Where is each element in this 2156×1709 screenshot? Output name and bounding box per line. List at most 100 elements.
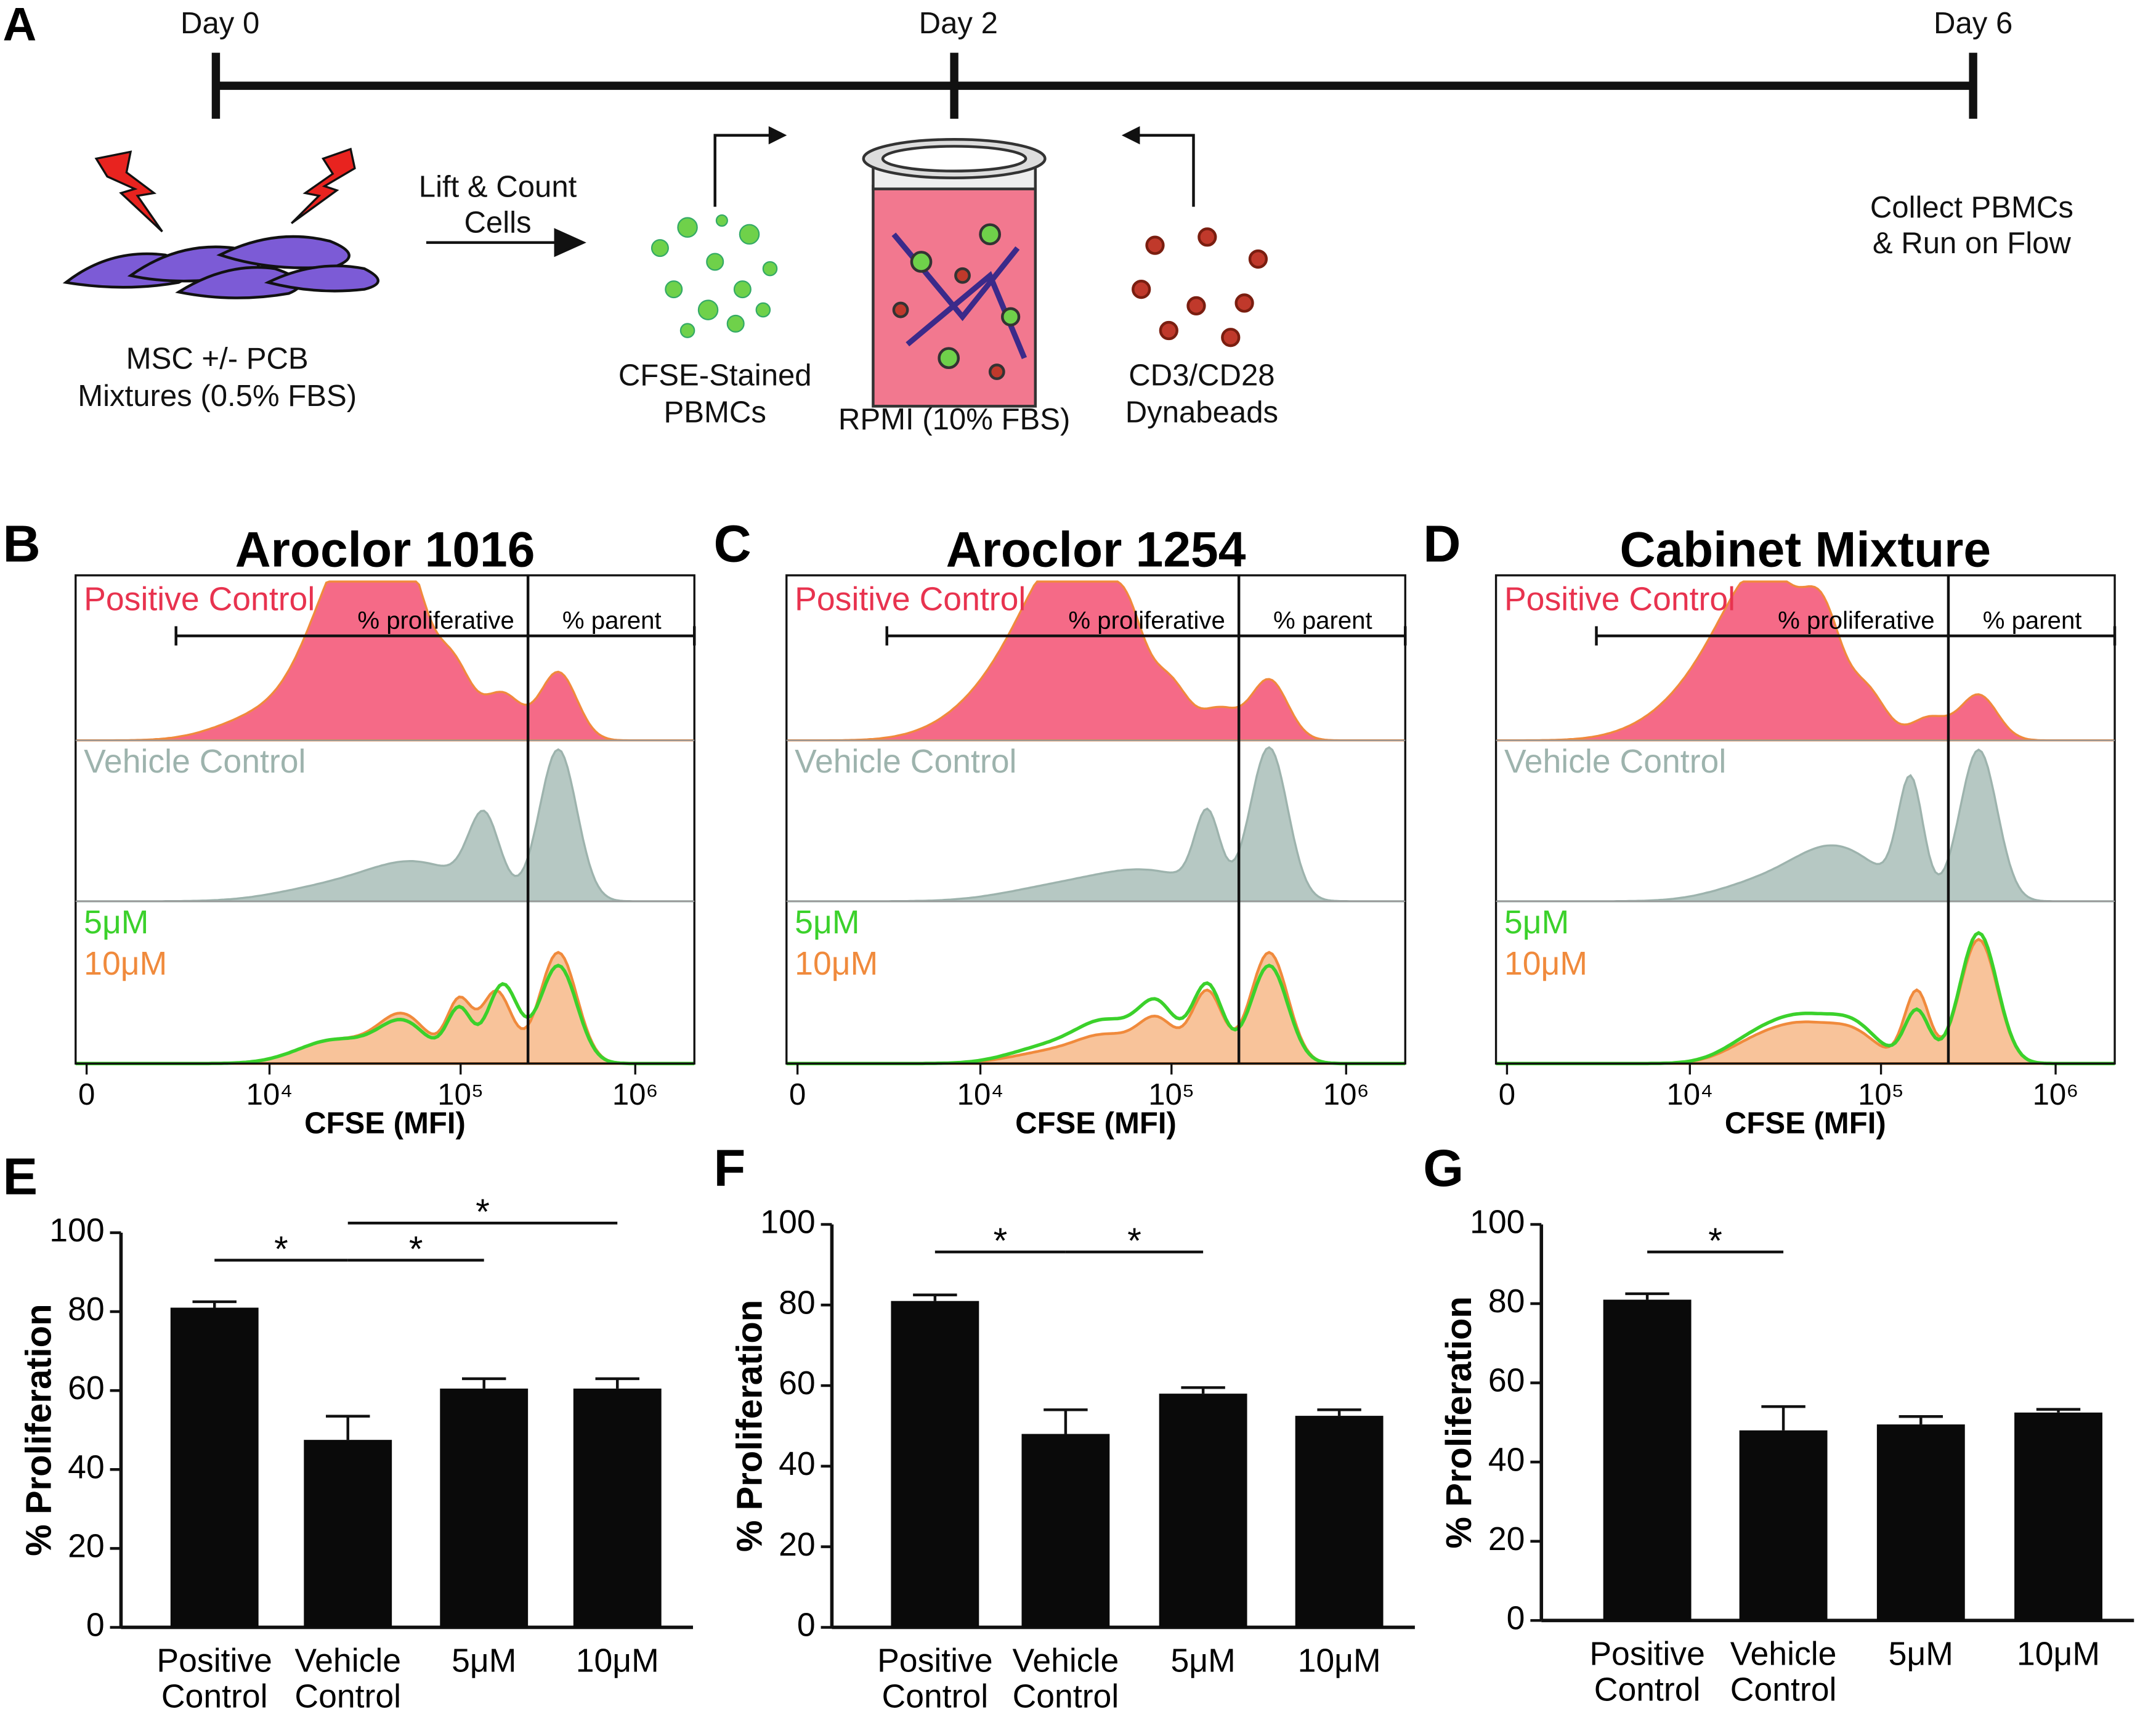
y-tick-label: 60 [1488, 1363, 1525, 1399]
significance-label: * [1708, 1221, 1722, 1261]
bar [1295, 1416, 1384, 1628]
gate-label: % parent [1983, 606, 2082, 634]
y-tick-label: 80 [779, 1285, 816, 1321]
lift-text: Lift & Count [419, 171, 577, 204]
x-tick-label: 0 [789, 1078, 806, 1111]
x-tick-label: Vehicle Control [1013, 1643, 1119, 1709]
y-tick-label: 0 [797, 1607, 816, 1644]
positive-curve [75, 580, 695, 742]
bar [1739, 1430, 1828, 1621]
panel-letter: D [1423, 514, 1461, 573]
panel-title: Aroclor 1016 [235, 522, 535, 577]
legend-entry: Positive Control [1504, 581, 1735, 617]
x-tick-label: 10⁵ [1858, 1078, 1904, 1111]
y-tick-label: 100 [1470, 1204, 1525, 1241]
significance-label: * [274, 1229, 288, 1269]
bar [1603, 1299, 1692, 1621]
x-tick-label: 5μM [1889, 1636, 1953, 1672]
plot-frame [75, 574, 695, 1065]
y-tick-label: 100 [760, 1204, 815, 1241]
x-tick-label: 10⁶ [612, 1078, 659, 1111]
bar [1021, 1434, 1110, 1628]
x-tick-label: 0 [78, 1078, 95, 1111]
x-tick-label: Vehicle Control [294, 1643, 401, 1709]
x-tick-label: Positive Control [1589, 1636, 1705, 1708]
legend-entry: Vehicle Control [795, 744, 1016, 780]
significance-label: * [476, 1192, 490, 1232]
gate-label: % proliferative [1778, 606, 1934, 634]
day-label: Day 6 [1934, 7, 2012, 40]
panel-letter: E [2, 1147, 38, 1205]
pbmc-dots [650, 214, 778, 338]
bar [170, 1307, 259, 1628]
y-tick-label: 80 [68, 1291, 105, 1328]
bar [440, 1388, 529, 1628]
lightning [94, 147, 356, 233]
legend-entry: Positive Control [84, 581, 315, 617]
y-tick-label: 60 [779, 1365, 816, 1402]
lift-text: Cells [464, 206, 531, 240]
panel-letter: B [2, 514, 40, 573]
x-tick-label: 10⁶ [2033, 1078, 2079, 1111]
x-tick-label: Positive Control [877, 1643, 993, 1709]
bar [2014, 1412, 2102, 1621]
day-label: Day 0 [180, 7, 259, 40]
x-tick-label: 10⁴ [957, 1078, 1004, 1111]
legend-entry: 10μM [84, 946, 167, 982]
gate-label: % proliferative [357, 606, 514, 634]
x-tick-label: 10⁵ [437, 1078, 484, 1111]
x-tick-label: 0 [1499, 1078, 1515, 1111]
panel-letter: G [1423, 1139, 1464, 1197]
plot-frame [785, 574, 1406, 1065]
y-axis-label: % Proliferation [1439, 1296, 1479, 1548]
y-axis-label: % Proliferation [18, 1304, 59, 1556]
bar [304, 1440, 392, 1628]
gate-label: % parent [562, 606, 662, 634]
x-axis-label: CFSE (MFI) [1015, 1107, 1177, 1140]
legend-entry: 10μM [795, 946, 878, 982]
panel-letter: C [713, 514, 751, 573]
y-tick-label: 0 [1507, 1600, 1525, 1636]
gate-label: % parent [1273, 606, 1372, 634]
bead-dots [1132, 227, 1268, 347]
x-tick-label: Vehicle Control [1730, 1636, 1837, 1708]
legend-entry: 5μM [1504, 904, 1569, 941]
x-tick-label: 10⁴ [1666, 1078, 1713, 1111]
panel-letter: A [2, 0, 36, 51]
significance-label: * [1127, 1221, 1141, 1261]
beads-text: CD3/CD28 [1129, 359, 1275, 392]
pbmc-text: PBMCs [664, 396, 766, 429]
x-tick-label: 10μM [2017, 1636, 2100, 1672]
significance-label: * [409, 1229, 423, 1269]
y-tick-label: 40 [1488, 1442, 1525, 1478]
y-axis-label: % Proliferation [729, 1300, 769, 1552]
timeline [211, 52, 1977, 119]
beads-text: Dynabeads [1125, 396, 1278, 429]
x-tick-label: 5μM [452, 1643, 516, 1679]
msc-text: Mixtures (0.5% FBS) [78, 380, 357, 413]
msc-cells [62, 235, 379, 299]
x-tick-label: Positive Control [156, 1643, 272, 1709]
significance-label: * [994, 1221, 1008, 1261]
collect-text: & Run on Flow [1873, 227, 2072, 260]
legend-entry: 5μM [84, 904, 148, 941]
arrows [426, 126, 1195, 258]
bar [1159, 1394, 1247, 1628]
dose10-curve [786, 951, 1406, 1065]
gate-label: % proliferative [1068, 606, 1225, 634]
plot-frame [1494, 574, 2116, 1065]
x-tick-label: 10⁴ [246, 1078, 293, 1111]
pbmc-text: CFSE-Stained [618, 359, 812, 392]
y-tick-label: 40 [68, 1449, 105, 1485]
panel-letter: F [713, 1139, 745, 1197]
bar [573, 1388, 662, 1628]
y-tick-label: 20 [1488, 1521, 1525, 1557]
panel-title: Aroclor 1254 [946, 522, 1246, 577]
y-tick-label: 100 [49, 1212, 104, 1249]
positive-curve [1496, 580, 2115, 742]
x-tick-label: 5μM [1170, 1643, 1235, 1679]
legend-entry: Positive Control [795, 581, 1026, 617]
msc-text: MSC +/- PCB [126, 343, 309, 376]
